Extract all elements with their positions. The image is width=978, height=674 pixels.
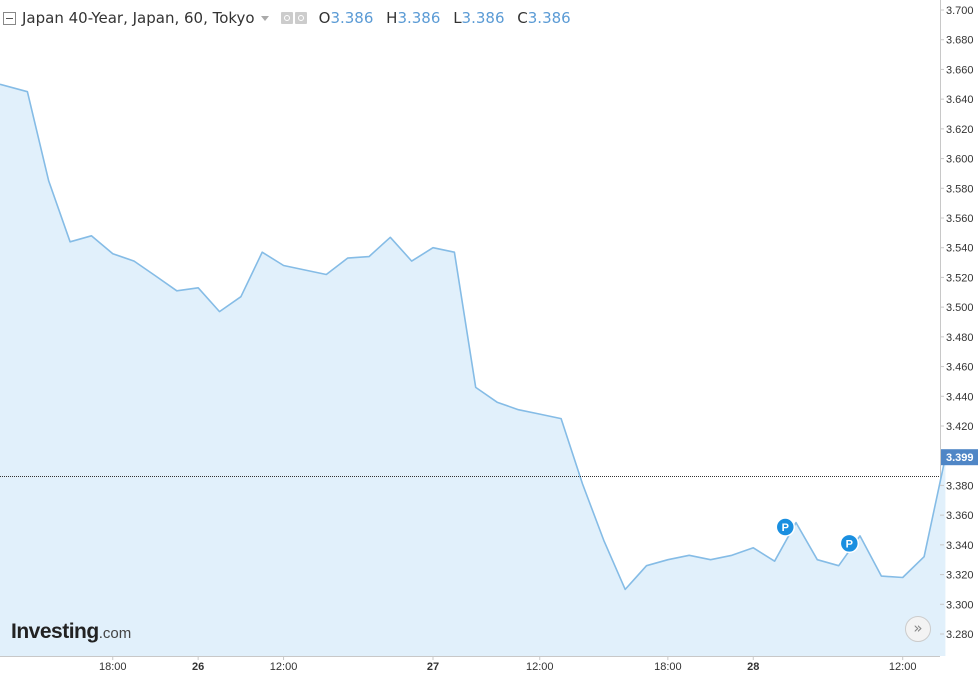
p-marker-label: P: [846, 538, 853, 550]
ohlc-values: O3.386 H3.386 L3.386 C3.386: [319, 9, 579, 27]
y-tick-label: 3.360: [946, 510, 974, 522]
y-tick-label: 3.620: [946, 124, 974, 136]
x-tick-label: 12:00: [889, 661, 917, 673]
x-tick-label: 28: [747, 661, 759, 673]
close-value: 3.386: [527, 9, 571, 27]
x-tick-label: 12:00: [526, 661, 554, 673]
chevron-down-icon[interactable]: [260, 15, 269, 21]
settings-icon[interactable]: [294, 12, 307, 24]
y-tick-label: 3.420: [946, 421, 974, 433]
y-tick-label: 3.680: [946, 35, 974, 47]
x-tick-label: 12:00: [270, 661, 298, 673]
y-tick-label: 3.520: [946, 272, 974, 284]
collapse-icon[interactable]: [3, 11, 16, 25]
x-tick-label: 18:00: [99, 661, 127, 673]
y-tick-label: 3.280: [946, 629, 974, 641]
open-label: O: [318, 9, 331, 27]
investing-logo: Investing.com: [11, 620, 132, 643]
y-tick-label: 3.480: [946, 332, 974, 344]
scroll-to-latest-button[interactable]: »: [905, 616, 931, 642]
high-label: H: [386, 9, 398, 27]
x-tick-label: 18:00: [654, 661, 682, 673]
y-tick-label: 3.460: [946, 362, 974, 374]
y-tick-label: 3.380: [946, 480, 974, 492]
y-tick-label: 3.600: [946, 154, 974, 166]
x-tick-label: 26: [192, 661, 204, 673]
low-value: 3.386: [461, 9, 505, 27]
x-tick-label: 27: [427, 661, 439, 673]
p-marker-circle: [775, 517, 796, 537]
y-tick-label: 3.580: [946, 183, 974, 195]
p-marker-circle: [839, 533, 860, 554]
p-marker[interactable]: P: [775, 517, 796, 537]
y-tick-label: 3.560: [946, 213, 974, 225]
p-marker-label: P: [782, 522, 789, 534]
open-value: 3.386: [330, 9, 374, 27]
y-tick-label: 3.300: [946, 599, 974, 611]
double-chevron-right-icon: »: [913, 619, 923, 637]
p-marker[interactable]: P: [839, 533, 860, 554]
high-value: 3.386: [397, 9, 441, 27]
chart-legend: Japan 40-Year, Japan, 60, Tokyo O3.386 H…: [3, 8, 579, 28]
y-tick-label: 3.700: [946, 5, 974, 17]
y-tick-label: 3.640: [946, 94, 974, 106]
last-price-label: 3.399: [946, 452, 974, 464]
y-tick-label: 3.340: [946, 540, 974, 552]
last-price-badge: [941, 449, 978, 466]
y-tick-label: 3.320: [946, 570, 974, 582]
low-label: L: [453, 9, 462, 27]
visibility-icon[interactable]: [280, 12, 293, 24]
close-label: C: [517, 9, 528, 27]
y-tick-label: 3.440: [946, 391, 974, 403]
y-tick-label: 3.540: [946, 243, 974, 255]
y-tick-label: 3.660: [946, 64, 974, 76]
instrument-title: Japan 40-Year, Japan, 60, Tokyo: [22, 9, 255, 27]
y-tick-label: 3.500: [946, 302, 974, 314]
